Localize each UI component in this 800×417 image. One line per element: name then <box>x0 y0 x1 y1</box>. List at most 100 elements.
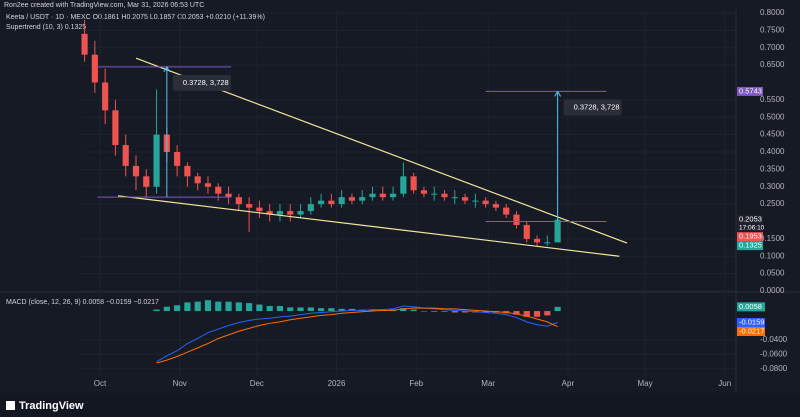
y-tick-label: 0.3000 <box>760 182 785 191</box>
candle <box>533 235 541 246</box>
y-tick-label: 0.4000 <box>760 147 785 156</box>
y-tick-label: 0.8000 <box>760 8 785 17</box>
price-label-bg <box>737 86 763 96</box>
candle-body <box>503 207 510 215</box>
indicator-legend: Supertrend (10, 3) 0.1325 <box>6 24 86 31</box>
candle <box>461 193 469 205</box>
symbol-legend: Keeta / USDT · 1D · MEXC O0.1861 H0.2075… <box>6 14 265 21</box>
y-tick-label: 0.2500 <box>760 199 785 208</box>
candle <box>431 186 438 201</box>
candle <box>389 186 397 201</box>
candle-body <box>246 204 253 208</box>
x-tick-label: Mar <box>481 379 495 388</box>
histogram-bar <box>153 309 160 312</box>
candle <box>492 200 499 212</box>
candle <box>482 197 489 208</box>
histogram-bar <box>215 301 222 312</box>
x-tick-label: Jun <box>718 379 731 388</box>
histogram-bar <box>523 311 530 317</box>
candle-body <box>102 82 109 111</box>
candle <box>369 186 376 201</box>
candle <box>91 40 98 93</box>
candle <box>204 176 212 194</box>
brand: TradingView <box>19 400 84 412</box>
y-tick-label: 0.3500 <box>760 164 785 173</box>
candle-body <box>533 238 541 243</box>
candle-body <box>554 219 561 243</box>
candle <box>513 211 520 229</box>
candle <box>328 193 335 208</box>
histogram-bar <box>554 306 561 312</box>
candle-body <box>318 200 325 205</box>
histogram-bar <box>513 311 520 315</box>
y-tick-label: 0.1000 <box>760 251 785 260</box>
candle <box>400 162 407 198</box>
histogram-bar <box>287 307 294 312</box>
histogram-bar <box>235 302 242 312</box>
candle <box>102 68 109 125</box>
candle-body <box>472 200 479 202</box>
y-tick-label: 0.5000 <box>760 112 785 121</box>
y-tick-label: 0.5500 <box>760 95 785 104</box>
candle-body <box>81 33 88 55</box>
candle <box>544 235 551 246</box>
candle-body <box>523 224 530 239</box>
histogram-bar <box>246 303 253 312</box>
candle-body <box>307 204 314 212</box>
candle-body <box>492 204 499 208</box>
candle <box>338 190 345 208</box>
candle-body <box>328 200 335 205</box>
arrow-head <box>554 90 562 97</box>
price-label-bg <box>737 232 763 242</box>
y-tick-label: 0.7500 <box>760 25 785 34</box>
histogram-bar <box>420 311 428 312</box>
histogram-bar <box>256 304 263 312</box>
candle <box>359 190 366 205</box>
macd-label: -0.0217 <box>739 327 764 336</box>
price-label: 0.1325 <box>739 241 762 250</box>
candle <box>348 193 356 205</box>
y-tick-label: 0.0500 <box>760 269 785 278</box>
x-tick-label: Nov <box>173 379 187 388</box>
candle-body <box>359 197 366 201</box>
candle-body <box>276 211 284 215</box>
x-tick-label: Dec <box>250 379 264 388</box>
candle-body <box>297 211 304 215</box>
histogram-bar <box>441 311 448 312</box>
candle <box>441 190 448 201</box>
trendline <box>117 195 620 257</box>
candle-body <box>482 200 489 205</box>
candle <box>81 19 88 62</box>
measure-box <box>172 74 231 91</box>
y-tick-label: 0.6500 <box>760 60 785 69</box>
candle-body <box>256 207 263 212</box>
candle <box>246 197 253 232</box>
macd-line <box>156 305 558 363</box>
candle-body <box>431 193 438 195</box>
candle <box>143 169 150 198</box>
candle-body <box>235 197 242 205</box>
candle <box>122 134 129 177</box>
histogram-bar <box>307 307 314 312</box>
histogram-bar <box>544 311 551 316</box>
histogram-bar <box>276 305 284 312</box>
histogram-bar <box>431 311 438 312</box>
candle <box>174 145 181 177</box>
credit: Ron2ee created with TradingView.com, Mar… <box>4 2 204 9</box>
candle <box>554 218 561 243</box>
candle-body <box>174 152 181 166</box>
price-label: 0.1953 <box>739 232 762 241</box>
candle-body <box>369 193 376 198</box>
price-label: 0.2053 <box>739 215 762 224</box>
candle <box>153 89 160 194</box>
candle <box>297 204 304 219</box>
candle-body <box>461 197 469 201</box>
histogram-bar <box>328 308 335 312</box>
candle-body <box>451 197 458 199</box>
macd-line <box>156 307 558 364</box>
candle <box>215 183 222 201</box>
x-tick-label: Apr <box>562 379 575 388</box>
candle-body <box>225 193 232 198</box>
histogram-bar <box>482 311 489 313</box>
